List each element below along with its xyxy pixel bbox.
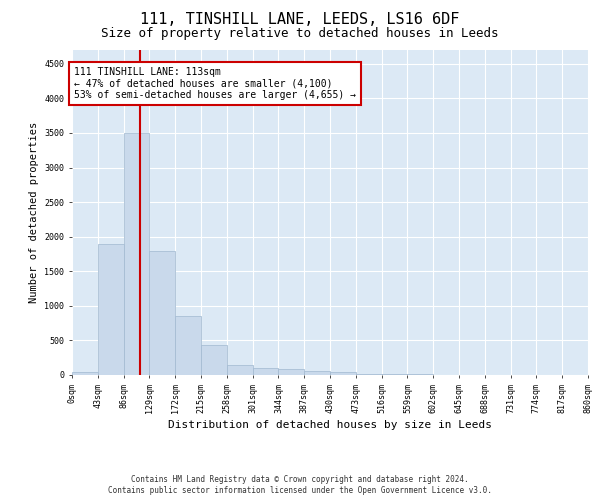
Bar (72, 372, 98, 375)
Bar (175, 316, 201, 375)
Y-axis label: Number of detached properties: Number of detached properties (29, 122, 39, 303)
Bar (356, 374, 382, 375)
Text: 111 TINSHILL LANE: 113sqm
← 47% of detached houses are smaller (4,100)
53% of se: 111 TINSHILL LANE: 113sqm ← 47% of detac… (74, 68, 356, 100)
Bar (201, 346, 227, 375)
Bar (253, 368, 278, 375)
Bar (330, 372, 356, 375)
Bar (149, 250, 175, 375)
Bar (304, 371, 330, 375)
Bar (278, 370, 304, 375)
Text: Size of property relative to detached houses in Leeds: Size of property relative to detached ho… (101, 28, 499, 40)
X-axis label: Distribution of detached houses by size in Leeds: Distribution of detached houses by size … (168, 420, 492, 430)
Bar (382, 374, 407, 375)
Text: 111, TINSHILL LANE, LEEDS, LS16 6DF: 111, TINSHILL LANE, LEEDS, LS16 6DF (140, 12, 460, 28)
Text: Contains public sector information licensed under the Open Government Licence v3: Contains public sector information licen… (108, 486, 492, 495)
Bar (124, 133, 149, 375)
Bar (227, 364, 253, 375)
Bar (407, 374, 433, 375)
Bar (98, 244, 124, 375)
Text: Contains HM Land Registry data © Crown copyright and database right 2024.: Contains HM Land Registry data © Crown c… (131, 475, 469, 484)
